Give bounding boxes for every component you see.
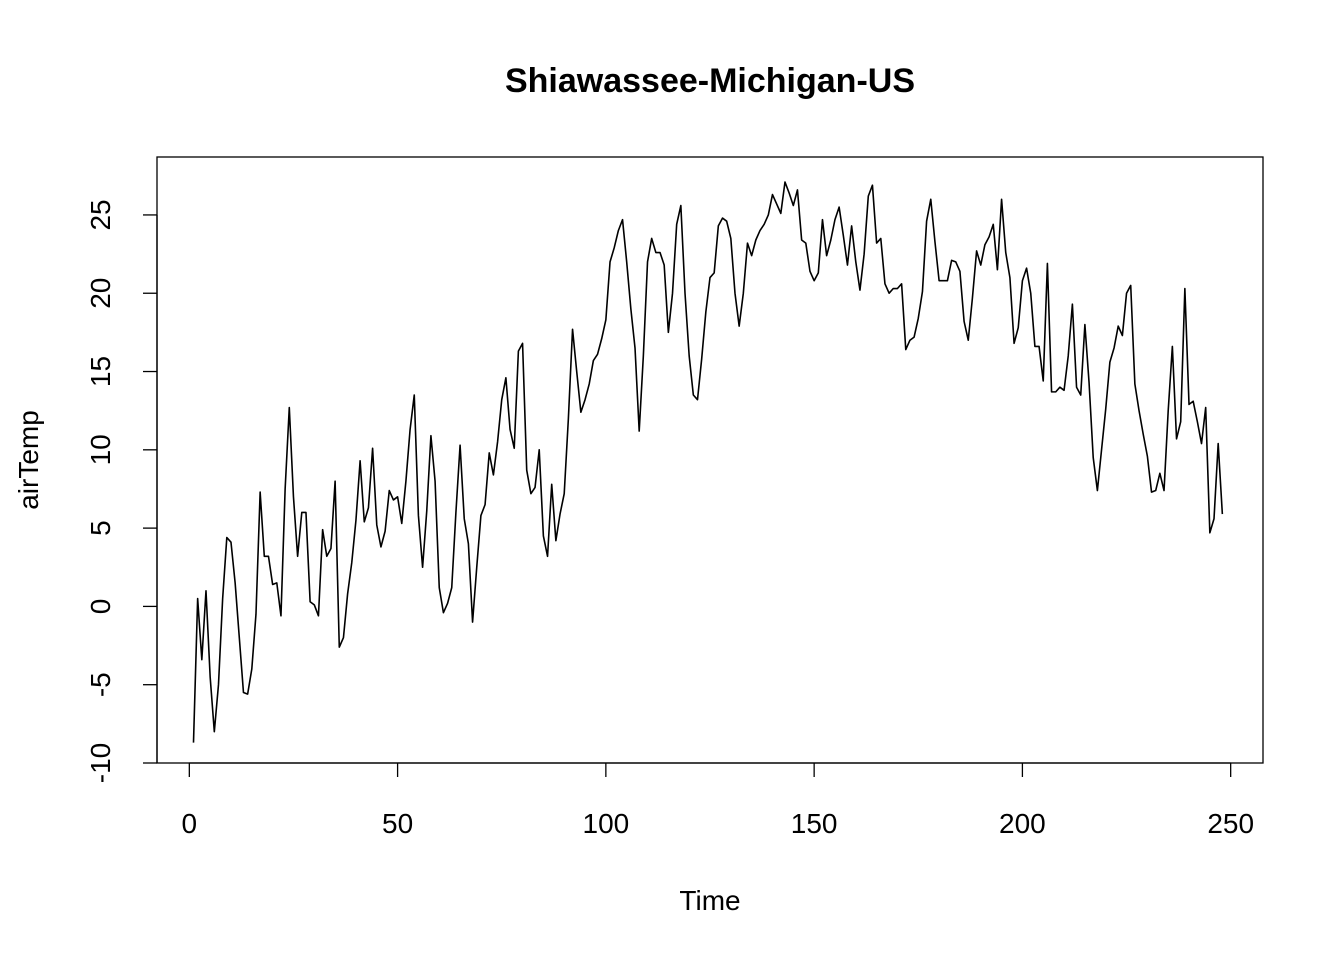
y-tick-label: 20 [85, 278, 116, 309]
y-tick-label: 0 [85, 599, 116, 615]
x-axis: 0 50 100 150 200 250 [182, 762, 1254, 839]
x-tick-label: 150 [791, 808, 838, 839]
y-tick-label: 5 [85, 520, 116, 536]
y-tick-label: -10 [85, 743, 116, 783]
y-tick-label: 10 [85, 434, 116, 465]
y-tick-label: 15 [85, 356, 116, 387]
x-tick-label: 0 [182, 808, 198, 839]
x-tick-label: 250 [1207, 808, 1254, 839]
plot-area-frame [156, 156, 1264, 764]
x-axis-label: Time [679, 885, 740, 916]
y-axis: -10 -5 0 5 10 15 20 25 [85, 199, 158, 783]
y-axis-label: airTemp [13, 410, 44, 510]
chart-title: Shiawassee-Michigan-US [505, 62, 915, 100]
x-tick-label: 100 [583, 808, 630, 839]
y-tick-label: 25 [85, 199, 116, 230]
x-tick-label: 50 [382, 808, 413, 839]
series-line-airtemp [192, 181, 1224, 743]
x-tick-label: 200 [999, 808, 1046, 839]
y-tick-label: -5 [85, 672, 116, 697]
series-layer [192, 181, 1224, 743]
